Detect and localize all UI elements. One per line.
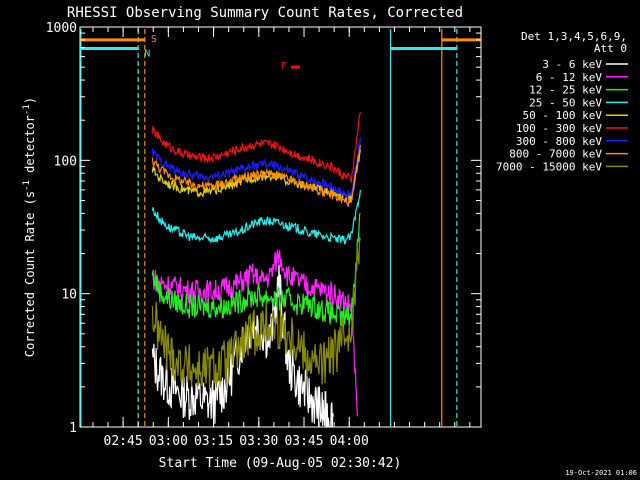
- y-axis-label-part1: Corrected Count Rate (s: [23, 191, 37, 357]
- y-axis-label: Corrected Count Rate (s-1 detector-1): [22, 97, 37, 357]
- series-line-8: [151, 236, 361, 390]
- plot-frame: [79, 26, 482, 428]
- legend-entry-label: 100 - 300 keV: [516, 122, 602, 135]
- y-axis-label-sup1: -1: [22, 180, 32, 191]
- y-axis-label-sup2: -1: [22, 104, 32, 115]
- x-tick-label: 03:30: [239, 434, 278, 449]
- x-tick-label: 03:15: [194, 434, 233, 449]
- x-tick-label: 04:00: [330, 434, 369, 449]
- axis-frame: [79, 26, 482, 428]
- vertical-markers: [80, 29, 458, 427]
- y-tick-label: 100: [54, 154, 77, 169]
- flag-label: F: [281, 61, 287, 72]
- x-axis-label: Start Time (09-Aug-05 02:30:42): [159, 456, 402, 471]
- x-tick-label: 02:45: [104, 434, 143, 449]
- series-lines: [151, 111, 361, 428]
- legend-entry-label: 50 - 100 keV: [523, 109, 603, 122]
- flag-label: N: [144, 48, 150, 59]
- y-axis-ticks: 1 10 100 1000: [46, 21, 481, 436]
- series-line-7: [151, 145, 361, 207]
- x-axis-ticks: 02:45 03:00 03:15 03:30 03:45 04:00: [92, 27, 471, 449]
- legend-entry-label: 6 - 12 keV: [536, 71, 603, 84]
- status-flags: SN F: [80, 34, 481, 72]
- x-tick-label: 03:45: [284, 434, 323, 449]
- legend-header-line1: Det 1,3,4,5,6,9,: [521, 30, 627, 43]
- legend-entry-label: 300 - 800 keV: [516, 135, 602, 148]
- chart-title: RHESSI Observing Summary Count Rates, Co…: [67, 5, 463, 21]
- series-line-3: [151, 189, 361, 245]
- legend-entry-label: 7000 - 15000 keV: [496, 160, 602, 173]
- flag-label: S: [151, 34, 157, 45]
- series-line-2: [151, 213, 361, 327]
- y-tick-label: 10: [61, 288, 77, 303]
- legend-entry-label: 12 - 25 keV: [529, 84, 602, 97]
- series-line-5: [151, 111, 361, 184]
- x-tick-label: 03:00: [149, 434, 188, 449]
- y-tick-label: 1000: [46, 21, 77, 36]
- y-axis-label-part2: detector: [23, 115, 37, 180]
- y-tick-label: 1: [69, 421, 77, 436]
- legend-entry-label: 3 - 6 keV: [542, 58, 602, 71]
- footer-timestamp: 19-Oct-2021 01:06: [565, 469, 637, 477]
- y-axis-label-part3: ): [23, 97, 37, 104]
- legend-header-line2: Att 0: [594, 42, 627, 55]
- series-line-6: [151, 136, 361, 199]
- legend-entry-label: 800 - 7000 keV: [509, 148, 602, 161]
- legend-entry-label: 25 - 50 keV: [529, 96, 602, 109]
